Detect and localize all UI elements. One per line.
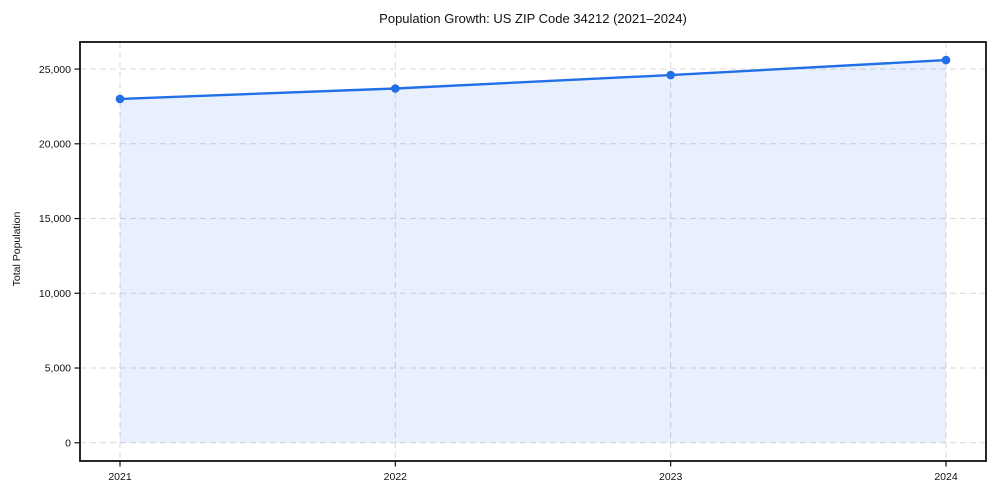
chart-title: Population Growth: US ZIP Code 34212 (20… <box>379 11 687 26</box>
x-tick-label: 2022 <box>384 471 408 483</box>
data-point-2023 <box>666 70 675 80</box>
y-tick-label: 20,000 <box>39 138 71 150</box>
x-tick-label: 2023 <box>659 471 683 483</box>
data-point-2024 <box>941 55 951 65</box>
x-tick-label: 2024 <box>934 471 958 483</box>
series-line <box>118 58 948 101</box>
x-tick-label: 2021 <box>108 471 132 483</box>
area-fill <box>120 60 946 443</box>
y-tick-label: 15,000 <box>39 213 71 225</box>
plot-frame <box>79 41 987 462</box>
y-tick-label: 5,000 <box>45 363 71 375</box>
y-tick-label: 0 <box>65 437 71 449</box>
data-point-2021 <box>115 94 125 104</box>
data-point-2022 <box>391 84 400 93</box>
y-tick-label: 25,000 <box>39 64 71 76</box>
y-tick-label: 10,000 <box>39 288 71 300</box>
